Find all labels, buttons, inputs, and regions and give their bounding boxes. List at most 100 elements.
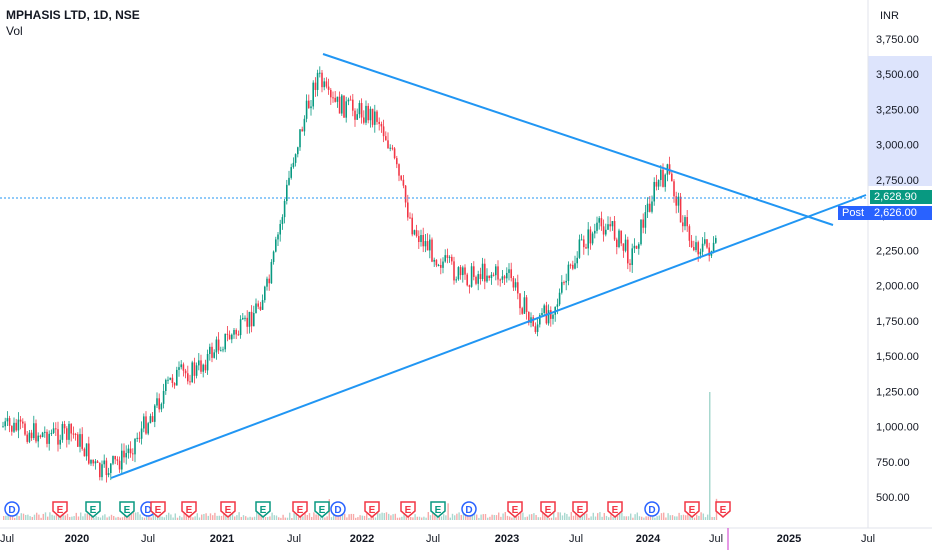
volume-bar <box>121 517 124 520</box>
earnings-event-marker[interactable]: E <box>400 501 416 518</box>
dividend-event-marker[interactable]: D <box>644 501 660 517</box>
candle-body <box>233 329 235 335</box>
candle-body <box>184 370 187 374</box>
earnings-event-marker[interactable]: E <box>684 501 700 518</box>
candle-body <box>321 72 323 88</box>
earnings-event-marker[interactable]: E <box>119 501 135 518</box>
candle-body <box>558 292 561 305</box>
candle-body <box>220 350 222 352</box>
volume-bar <box>218 515 220 520</box>
dividend-event-marker[interactable]: D <box>461 501 477 517</box>
volume-bar <box>194 516 196 520</box>
volume-bar <box>44 512 47 520</box>
volume-bar <box>187 516 190 520</box>
candle-body <box>332 97 334 99</box>
trendline-lower[interactable] <box>110 194 867 479</box>
earnings-event-marker[interactable]: E <box>430 501 446 518</box>
candle-body <box>519 293 521 309</box>
volume-bar <box>207 515 209 520</box>
candle-body <box>556 304 559 307</box>
candle-body <box>426 241 429 251</box>
candle-body <box>158 398 160 410</box>
candle-body <box>8 418 11 426</box>
candle-body <box>297 147 299 155</box>
volume-bar <box>95 516 97 520</box>
volume-bar <box>396 517 399 520</box>
earnings-event-marker[interactable]: E <box>715 501 731 518</box>
earnings-event-marker[interactable]: E <box>181 501 197 518</box>
volume-bar <box>157 515 159 520</box>
candle-body <box>673 181 675 197</box>
trendline-upper[interactable] <box>322 53 834 226</box>
candle-body <box>490 274 493 278</box>
volume-bar <box>311 517 313 520</box>
time-tick-label: 2025 <box>777 533 801 545</box>
earnings-event-marker[interactable]: E <box>52 501 68 518</box>
candle-body <box>501 276 504 280</box>
candle-body <box>369 108 372 121</box>
price-tick-label: 3,250.00 <box>876 104 919 116</box>
candle-body <box>140 428 143 439</box>
volume-bar <box>509 516 511 520</box>
volume-bar <box>124 513 126 520</box>
candle-body <box>246 317 248 327</box>
candle-body <box>52 428 55 433</box>
earnings-event-marker[interactable]: E <box>314 501 330 518</box>
candle-body <box>629 263 631 266</box>
volume-bar <box>594 516 597 520</box>
dividend-event-marker[interactable]: D <box>4 501 20 517</box>
earnings-event-marker[interactable]: E <box>607 501 623 518</box>
candle-body <box>90 459 92 464</box>
candle-body <box>567 264 570 281</box>
earnings-event-marker[interactable]: E <box>255 501 271 518</box>
candle-body <box>477 274 479 284</box>
volume-label[interactable]: Vol <box>6 24 23 38</box>
price-tick-label: 2,000.00 <box>876 281 919 293</box>
volume-bar <box>693 517 696 520</box>
earnings-event-marker[interactable]: E <box>220 501 236 518</box>
candle-body <box>521 308 523 314</box>
volume-bar <box>267 517 269 520</box>
volume-bar <box>524 517 526 520</box>
earnings-event-marker[interactable]: E <box>507 501 523 518</box>
volume-bar <box>302 516 304 520</box>
volume-bar <box>513 516 515 520</box>
volume-bar <box>601 516 603 520</box>
candle-body <box>591 233 594 244</box>
candle-body <box>536 324 539 332</box>
candle-body <box>118 460 121 470</box>
earnings-event-marker[interactable]: E <box>85 501 101 518</box>
volume-bar <box>641 516 643 520</box>
earnings-event-marker[interactable]: E <box>292 501 308 518</box>
volume-bar <box>531 514 533 520</box>
candle-body <box>226 333 229 335</box>
candle-body <box>352 99 354 111</box>
volume-bar <box>674 516 676 520</box>
dividend-event-marker[interactable]: D <box>330 501 346 517</box>
candle-body <box>389 147 391 149</box>
candle-body <box>455 279 457 281</box>
candle-body <box>655 181 658 187</box>
earnings-event-marker[interactable]: E <box>572 501 588 518</box>
candle-body <box>310 106 312 109</box>
candle-body <box>336 96 339 102</box>
volume-bar <box>209 513 212 520</box>
volume-bar <box>168 512 170 520</box>
candle-body <box>96 461 99 463</box>
candle-body <box>81 434 83 449</box>
volume-bar <box>3 516 5 520</box>
candle-body <box>6 418 9 422</box>
volume-bar <box>75 512 77 520</box>
earnings-event-marker[interactable]: E <box>150 501 166 518</box>
symbol-title[interactable]: MPHASIS LTD, 1D, NSE <box>6 8 140 22</box>
candle-body <box>618 230 620 247</box>
earnings-event-marker[interactable]: E <box>540 501 556 518</box>
volume-bar <box>412 517 414 520</box>
candle-body <box>448 256 451 258</box>
volume-bar <box>117 516 119 520</box>
candle-body <box>338 96 341 114</box>
volume-bar <box>324 517 326 520</box>
earnings-event-marker[interactable]: E <box>364 501 380 518</box>
